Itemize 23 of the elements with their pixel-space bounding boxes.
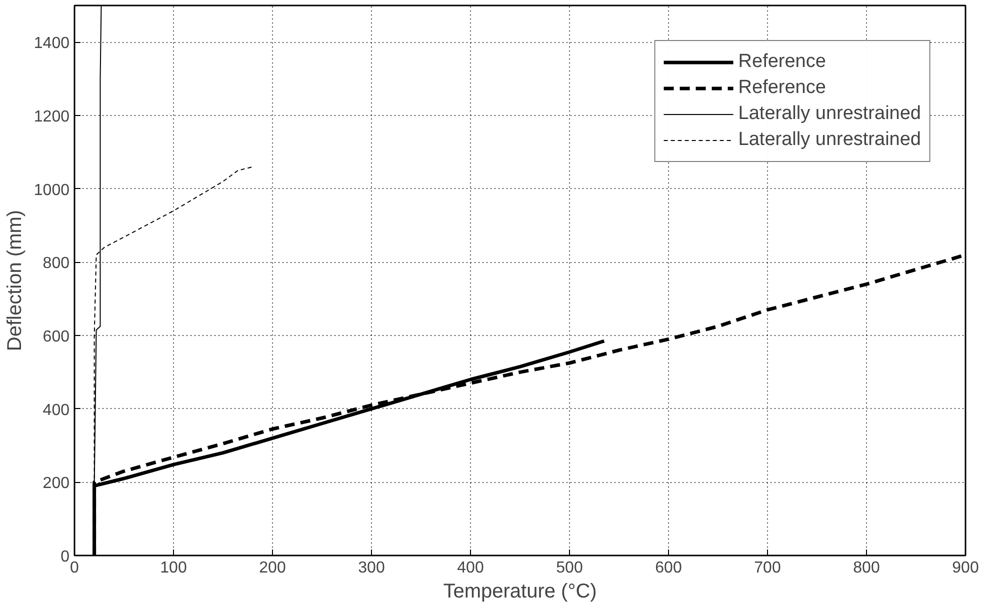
y-tick-label: 800	[42, 255, 70, 272]
y-tick-label: 600	[42, 328, 70, 346]
x-tick-label: 700	[754, 560, 781, 576]
y-tick-label: 200	[42, 475, 70, 492]
x-tick-label: 600	[655, 560, 682, 576]
x-tick-label: 400	[457, 560, 484, 576]
y-tick-label: 1000	[34, 182, 70, 199]
legend-label: Laterally unrestrained	[738, 128, 921, 152]
legend-label: Laterally unrestrained	[738, 102, 921, 126]
x-tick-label: 100	[160, 560, 187, 576]
y-axis-title: Deflection (mm)	[4, 210, 26, 352]
y-tick-label: 1400	[34, 35, 70, 52]
x-tick-label: 500	[556, 560, 583, 576]
x-tick-label: 900	[952, 560, 979, 576]
x-tick-label: 800	[853, 560, 880, 576]
x-tick-label: 200	[259, 560, 286, 576]
legend-label: Reference	[738, 76, 826, 100]
legend-label: Reference	[738, 50, 826, 74]
y-tick-label: 0	[60, 548, 70, 566]
x-tick-label: 300	[358, 560, 385, 576]
y-tick-label: 400	[42, 402, 70, 419]
y-tick-label: 1200	[34, 108, 70, 126]
x-axis-title: Temperature (°C)	[443, 580, 597, 602]
